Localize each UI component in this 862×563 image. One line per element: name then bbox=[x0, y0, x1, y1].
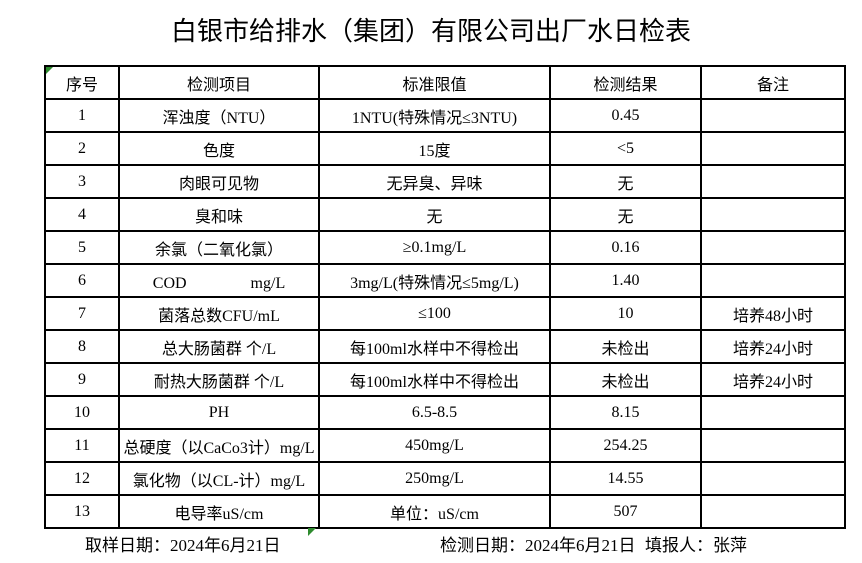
column-header-result[interactable]: 检测结果 bbox=[549, 65, 702, 100]
cell-standard-limit[interactable]: ≤100 bbox=[318, 296, 551, 331]
cell-remark[interactable]: 培养24小时 bbox=[700, 329, 846, 364]
table-row: 5 余氯（二氧化氯） ≥0.1mg/L 0.16 bbox=[44, 230, 846, 265]
cell-test-result[interactable]: 254.25 bbox=[549, 428, 702, 463]
table-row: 12 氯化物（以CL-计）mg/L 250mg/L 14.55 bbox=[44, 461, 846, 496]
cell-test-item[interactable]: 耐热大肠菌群 个/L bbox=[118, 362, 320, 397]
cell-standard-limit[interactable]: 250mg/L bbox=[318, 461, 551, 496]
cell-test-result[interactable]: 507 bbox=[549, 494, 702, 529]
table-row: 13 电导率uS/cm 单位：uS/cm 507 bbox=[44, 494, 846, 529]
table-row: 4 臭和味 无 无 bbox=[44, 197, 846, 232]
cell-remark[interactable] bbox=[700, 461, 846, 496]
cell-test-item[interactable]: 色度 bbox=[118, 131, 320, 166]
cell-remark[interactable]: 培养24小时 bbox=[700, 362, 846, 397]
cell-test-item[interactable]: 浑浊度（NTU） bbox=[118, 98, 320, 133]
cell-remark[interactable] bbox=[700, 230, 846, 265]
cell-test-item[interactable]: 电导率uS/cm bbox=[118, 494, 320, 529]
cell-serial-number[interactable]: 12 bbox=[44, 461, 120, 496]
table-row: 3 肉眼可见物 无异臭、异味 无 bbox=[44, 164, 846, 199]
footer: 取样日期：2024年6月21日 检测日期：2024年6月21日 填报人：张萍 bbox=[0, 531, 862, 557]
cell-remark[interactable] bbox=[700, 494, 846, 529]
table-row: 1 浑浊度（NTU） 1NTU(特殊情况≤3NTU) 0.45 bbox=[44, 98, 846, 133]
cell-test-result[interactable]: 无 bbox=[549, 197, 702, 232]
cell-standard-limit[interactable]: 每100ml水样中不得检出 bbox=[318, 362, 551, 397]
cell-test-result[interactable]: 1.40 bbox=[549, 263, 702, 298]
table-row: 6 COD mg/L 3mg/L(特殊情况≤5mg/L) 1.40 bbox=[44, 263, 846, 298]
cell-standard-limit[interactable]: 3mg/L(特殊情况≤5mg/L) bbox=[318, 263, 551, 298]
header-row: 序号 检测项目 标准限值 检测结果 备注 bbox=[44, 65, 846, 100]
cell-standard-limit[interactable]: 6.5-8.5 bbox=[318, 395, 551, 430]
cell-standard-limit[interactable]: 单位：uS/cm bbox=[318, 494, 551, 529]
cell-test-result[interactable]: 未检出 bbox=[549, 329, 702, 364]
cell-serial-number[interactable]: 3 bbox=[44, 164, 120, 199]
cell-remark[interactable] bbox=[700, 131, 846, 166]
cell-serial-number[interactable]: 6 bbox=[44, 263, 120, 298]
excel-error-triangle-icon bbox=[47, 68, 53, 74]
cell-serial-number[interactable]: 7 bbox=[44, 296, 120, 331]
cell-serial-number[interactable]: 9 bbox=[44, 362, 120, 397]
column-header-limit[interactable]: 标准限值 bbox=[318, 65, 551, 100]
cell-remark[interactable] bbox=[700, 98, 846, 133]
daily-inspection-table: 序号 检测项目 标准限值 检测结果 备注 1 浑浊度（NTU） 1NTU(特殊情… bbox=[44, 65, 846, 529]
column-header-label: 检测项目 bbox=[186, 76, 251, 94]
cell-serial-number[interactable]: 5 bbox=[44, 230, 120, 265]
cell-test-item[interactable]: PH bbox=[118, 395, 320, 430]
cell-remark[interactable]: 培养48小时 bbox=[700, 296, 846, 331]
cell-test-result[interactable]: 14.55 bbox=[549, 461, 702, 496]
column-header-label: 序号 bbox=[65, 76, 98, 94]
page-title: 白银市给排水（集团）有限公司出厂水日检表 bbox=[170, 17, 691, 46]
cell-test-item[interactable]: 氯化物（以CL-计）mg/L bbox=[118, 461, 320, 496]
sampling-date[interactable]: 取样日期：2024年6月21日 bbox=[85, 536, 281, 555]
cell-test-result[interactable]: <5 bbox=[549, 131, 702, 166]
table-row: 7 菌落总数CFU/mL ≤100 10 培养48小时 bbox=[44, 296, 846, 331]
cell-test-result[interactable]: 0.16 bbox=[549, 230, 702, 265]
cell-serial-number[interactable]: 11 bbox=[44, 428, 120, 463]
cell-test-result[interactable]: 无 bbox=[549, 164, 702, 199]
column-header-label: 检测结果 bbox=[593, 76, 658, 94]
cell-standard-limit[interactable]: 无 bbox=[318, 197, 551, 232]
column-header-label: 标准限值 bbox=[402, 76, 467, 94]
cell-test-result[interactable]: 0.45 bbox=[549, 98, 702, 133]
cell-remark[interactable] bbox=[700, 428, 846, 463]
cell-test-result[interactable]: 10 bbox=[549, 296, 702, 331]
cell-test-result[interactable]: 8.15 bbox=[549, 395, 702, 430]
cell-remark[interactable] bbox=[700, 395, 846, 430]
cell-test-item[interactable]: 臭和味 bbox=[118, 197, 320, 232]
table-row: 9 耐热大肠菌群 个/L 每100ml水样中不得检出 未检出 培养24小时 bbox=[44, 362, 846, 397]
table-row: 8 总大肠菌群 个/L 每100ml水样中不得检出 未检出 培养24小时 bbox=[44, 329, 846, 364]
cell-serial-number[interactable]: 1 bbox=[44, 98, 120, 133]
testing-date[interactable]: 检测日期：2024年6月21日 bbox=[440, 536, 636, 555]
cell-remark[interactable] bbox=[700, 263, 846, 298]
column-header-label: 备注 bbox=[756, 76, 789, 94]
cell-serial-number[interactable]: 8 bbox=[44, 329, 120, 364]
cell-standard-limit[interactable]: 450mg/L bbox=[318, 428, 551, 463]
cell-serial-number[interactable]: 13 bbox=[44, 494, 120, 529]
cell-test-item[interactable]: 菌落总数CFU/mL bbox=[118, 296, 320, 331]
cell-serial-number[interactable]: 4 bbox=[44, 197, 120, 232]
column-header-item[interactable]: 检测项目 bbox=[118, 65, 320, 100]
cell-remark[interactable] bbox=[700, 197, 846, 232]
cell-standard-limit[interactable]: 15度 bbox=[318, 131, 551, 166]
cell-standard-limit[interactable]: 无异臭、异味 bbox=[318, 164, 551, 199]
cell-test-item[interactable]: 肉眼可见物 bbox=[118, 164, 320, 199]
cell-test-item[interactable]: COD mg/L bbox=[118, 263, 320, 298]
cell-serial-number[interactable]: 10 bbox=[44, 395, 120, 430]
cell-standard-limit[interactable]: 每100ml水样中不得检出 bbox=[318, 329, 551, 364]
cell-test-item[interactable]: 余氯（二氧化氯） bbox=[118, 230, 320, 265]
column-header-note[interactable]: 备注 bbox=[700, 65, 846, 100]
excel-error-triangle-icon bbox=[308, 528, 316, 536]
table-row: 2 色度 15度 <5 bbox=[44, 131, 846, 166]
table-row: 10 PH 6.5-8.5 8.15 bbox=[44, 395, 846, 430]
table-row: 11 总硬度（以CaCo3计）mg/L 450mg/L 254.25 bbox=[44, 428, 846, 463]
cell-test-item[interactable]: 总硬度（以CaCo3计）mg/L bbox=[118, 428, 320, 463]
cell-test-result[interactable]: 未检出 bbox=[549, 362, 702, 397]
cell-test-item[interactable]: 总大肠菌群 个/L bbox=[118, 329, 320, 364]
cell-serial-number[interactable]: 2 bbox=[44, 131, 120, 166]
cell-remark[interactable] bbox=[700, 164, 846, 199]
column-header-no[interactable]: 序号 bbox=[44, 65, 120, 100]
reporter-name[interactable]: 填报人：张萍 bbox=[645, 536, 747, 555]
cell-standard-limit[interactable]: ≥0.1mg/L bbox=[318, 230, 551, 265]
cell-standard-limit[interactable]: 1NTU(特殊情况≤3NTU) bbox=[318, 98, 551, 133]
